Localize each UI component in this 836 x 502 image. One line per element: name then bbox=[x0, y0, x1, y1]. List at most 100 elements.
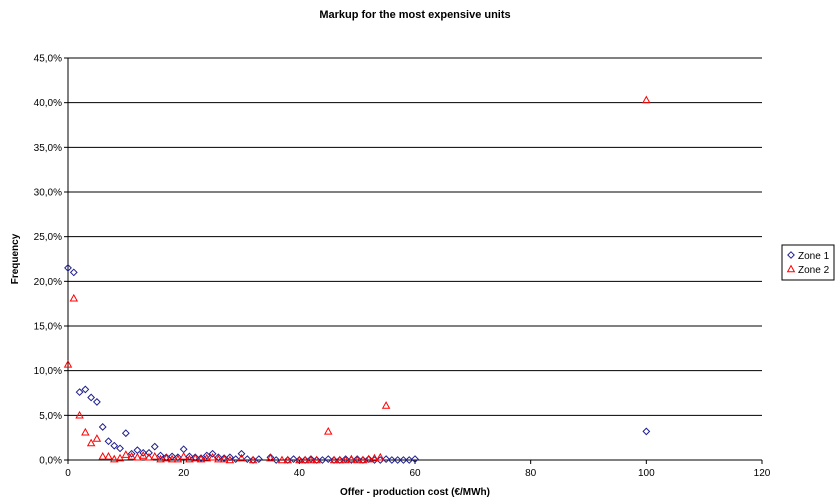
data-point-diamond bbox=[642, 427, 651, 436]
data-point-triangle bbox=[150, 451, 159, 460]
plot-area bbox=[68, 58, 762, 460]
data-point-diamond bbox=[168, 452, 177, 461]
y-tick-label: 40,0% bbox=[34, 98, 62, 109]
data-point-triangle bbox=[324, 426, 333, 435]
legend-label: Zone 2 bbox=[798, 265, 830, 276]
data-point-diamond bbox=[116, 444, 124, 453]
data-point-triangle bbox=[173, 454, 183, 463]
data-point-triangle bbox=[167, 454, 177, 463]
x-tick-label: 80 bbox=[525, 468, 537, 479]
data-points bbox=[63, 95, 651, 464]
y-tick-label: 45,0% bbox=[34, 54, 62, 65]
data-point-triangle bbox=[63, 359, 73, 368]
data-point-triangle bbox=[127, 451, 136, 460]
data-point-triangle bbox=[162, 453, 171, 462]
grid-lines bbox=[68, 57, 762, 416]
data-point-diamond bbox=[150, 442, 159, 451]
y-tick-label: 25,0% bbox=[34, 232, 62, 243]
chart-title: Markup for the most expensive units bbox=[319, 9, 510, 21]
data-point-diamond bbox=[87, 393, 96, 402]
data-point-diamond bbox=[121, 429, 130, 438]
data-point-triangle bbox=[225, 455, 235, 464]
data-point-triangle bbox=[179, 451, 188, 460]
data-point-diamond bbox=[254, 455, 263, 464]
data-point-diamond bbox=[237, 449, 246, 458]
data-point-triangle bbox=[312, 455, 321, 464]
x-tick-label: 20 bbox=[178, 468, 190, 479]
y-tick-label: 5,0% bbox=[39, 411, 62, 422]
data-point-triangle bbox=[352, 455, 362, 464]
legend-box bbox=[781, 244, 835, 281]
data-point-diamond bbox=[243, 455, 252, 464]
data-point-triangle bbox=[202, 453, 212, 462]
data-point-triangle bbox=[306, 455, 316, 464]
data-point-triangle bbox=[214, 454, 223, 463]
series-zone-2 bbox=[63, 95, 651, 464]
axes bbox=[64, 57, 763, 464]
tick-labels: 0,0% 5,0% 10,0% 15,0% 20,0% 25,0% 30,0% 35,0% 40… bbox=[34, 54, 771, 480]
data-point-triangle bbox=[208, 452, 217, 461]
data-point-diamond bbox=[399, 456, 408, 464]
data-point-triangle bbox=[86, 438, 96, 447]
data-point-diamond bbox=[139, 448, 148, 457]
x-tick-label: 120 bbox=[754, 468, 771, 479]
data-point-triangle bbox=[110, 454, 119, 463]
data-point-diamond bbox=[214, 453, 223, 462]
x-tick-label: 100 bbox=[638, 468, 655, 479]
data-point-diamond bbox=[411, 455, 419, 464]
data-point-triangle bbox=[138, 451, 148, 459]
data-point-diamond bbox=[272, 456, 281, 464]
data-point-diamond bbox=[127, 449, 136, 458]
data-point-triangle bbox=[98, 451, 107, 460]
data-point-triangle bbox=[190, 453, 200, 462]
data-point-diamond bbox=[202, 451, 211, 460]
data-point-triangle bbox=[364, 454, 373, 463]
data-point-diamond bbox=[173, 453, 182, 462]
y-tick-label: 30,0% bbox=[34, 188, 62, 199]
data-point-diamond bbox=[185, 452, 194, 461]
data-point-diamond bbox=[98, 423, 107, 431]
data-point-diamond bbox=[156, 451, 165, 460]
legend-diamond-icon bbox=[787, 251, 795, 259]
legend-triangle-icon bbox=[786, 264, 796, 273]
data-point-diamond bbox=[75, 388, 84, 397]
data-point-diamond bbox=[393, 456, 402, 464]
data-point-triangle bbox=[156, 454, 165, 463]
y-tick-label: 15,0% bbox=[34, 322, 62, 333]
data-point-triangle bbox=[69, 293, 79, 302]
data-point-diamond bbox=[64, 264, 72, 272]
x-tick-label: 60 bbox=[409, 468, 421, 479]
data-point-diamond bbox=[387, 456, 396, 464]
data-point-triangle bbox=[358, 455, 368, 464]
data-point-diamond bbox=[226, 453, 234, 462]
data-point-diamond bbox=[208, 449, 217, 458]
data-point-triangle bbox=[115, 453, 125, 462]
data-point-diamond bbox=[382, 455, 390, 464]
x-axis-label: Offer - production cost (€/MWh) bbox=[340, 487, 490, 498]
data-point-triangle bbox=[237, 453, 246, 462]
data-point-diamond bbox=[231, 455, 240, 464]
data-point-diamond bbox=[93, 398, 101, 406]
data-point-diamond bbox=[324, 455, 333, 464]
data-point-triangle bbox=[329, 455, 339, 464]
data-point-triangle bbox=[295, 455, 304, 464]
data-point-triangle bbox=[376, 452, 385, 461]
y-axis-label: Frequency bbox=[10, 233, 21, 284]
data-point-triangle bbox=[185, 454, 194, 463]
data-point-triangle bbox=[219, 454, 229, 463]
data-point-triangle bbox=[642, 95, 651, 104]
data-point-triangle bbox=[335, 455, 345, 464]
x-tick-label: 0 bbox=[65, 468, 71, 479]
data-point-triangle bbox=[92, 434, 102, 442]
data-point-triangle bbox=[266, 453, 275, 462]
data-point-diamond bbox=[69, 268, 78, 277]
data-point-triangle bbox=[370, 453, 379, 462]
data-point-triangle bbox=[248, 455, 258, 464]
data-point-triangle bbox=[104, 451, 113, 460]
data-point-triangle bbox=[144, 452, 154, 461]
data-point-triangle bbox=[196, 454, 206, 463]
data-point-diamond bbox=[289, 455, 298, 464]
data-point-triangle bbox=[133, 452, 142, 461]
